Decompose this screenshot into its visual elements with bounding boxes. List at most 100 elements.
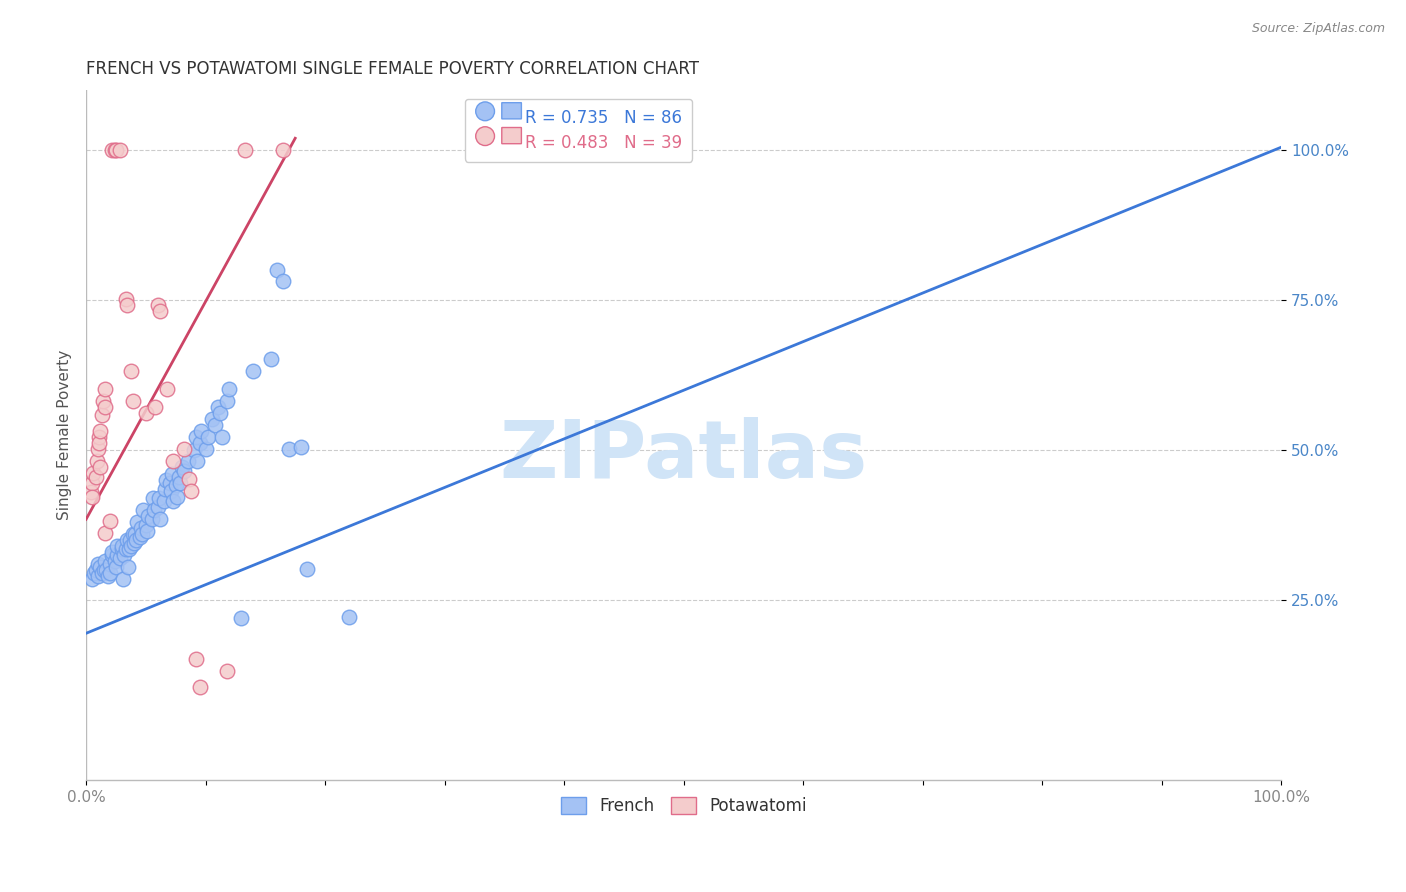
Point xyxy=(94,400,117,414)
Point xyxy=(108,143,131,157)
Point xyxy=(91,394,114,409)
Point xyxy=(208,406,231,420)
Point xyxy=(188,681,211,695)
Point xyxy=(87,558,110,572)
Point xyxy=(112,572,135,586)
Point xyxy=(129,521,152,535)
Point xyxy=(143,503,166,517)
Point xyxy=(233,143,256,157)
Point xyxy=(242,364,264,378)
Point xyxy=(148,491,170,506)
Point xyxy=(190,424,212,438)
Point xyxy=(152,494,174,508)
Point xyxy=(260,352,283,367)
Point xyxy=(98,566,121,581)
Point xyxy=(101,545,124,559)
Point xyxy=(173,442,195,456)
Point xyxy=(204,418,226,433)
Point xyxy=(166,490,188,504)
Point xyxy=(98,514,121,528)
Legend: French, Potawatomi: French, Potawatomi xyxy=(553,789,815,823)
Point xyxy=(87,442,110,456)
Point xyxy=(98,558,121,572)
Text: Source: ZipAtlas.com: Source: ZipAtlas.com xyxy=(1251,22,1385,36)
Point xyxy=(156,382,179,396)
Point xyxy=(125,533,148,548)
Point xyxy=(96,563,118,577)
Point xyxy=(165,478,187,492)
Point xyxy=(149,512,172,526)
Point xyxy=(80,572,103,586)
Y-axis label: Single Female Poverty: Single Female Poverty xyxy=(58,351,72,520)
Point xyxy=(146,298,169,312)
Point xyxy=(82,466,104,480)
Point xyxy=(135,406,157,420)
Point xyxy=(108,551,131,566)
Point xyxy=(121,539,143,553)
Point xyxy=(170,460,193,475)
Point xyxy=(290,440,312,454)
Point xyxy=(87,569,110,583)
Point xyxy=(534,143,557,157)
Point xyxy=(162,454,184,468)
Point xyxy=(121,394,143,409)
Point xyxy=(200,412,222,426)
Point xyxy=(122,536,145,550)
Point xyxy=(101,549,124,563)
Point xyxy=(173,464,195,478)
Point xyxy=(159,476,181,491)
Point xyxy=(186,454,208,468)
Point xyxy=(295,562,318,576)
Point xyxy=(114,542,136,557)
Point xyxy=(115,533,138,548)
Point xyxy=(115,298,138,312)
Point xyxy=(111,539,134,553)
Point xyxy=(90,566,112,581)
Point xyxy=(124,527,146,541)
Point xyxy=(131,527,153,541)
Point xyxy=(160,484,183,499)
Point xyxy=(105,549,128,563)
Point xyxy=(266,263,288,277)
Point xyxy=(337,610,360,624)
Point xyxy=(160,467,183,482)
Point xyxy=(565,143,588,157)
Point xyxy=(80,485,103,500)
Point xyxy=(132,503,155,517)
Point xyxy=(169,470,191,484)
Point xyxy=(184,430,207,444)
Point xyxy=(112,549,135,563)
Point xyxy=(271,143,294,157)
Point xyxy=(104,560,127,574)
Point xyxy=(271,274,294,288)
Point xyxy=(177,472,200,486)
Point xyxy=(89,430,111,444)
Point xyxy=(94,554,117,568)
Point xyxy=(117,560,139,574)
Point xyxy=(80,490,103,504)
Point xyxy=(104,554,127,568)
Point xyxy=(121,364,143,378)
Point xyxy=(120,533,142,548)
Point xyxy=(149,304,172,318)
Text: FRENCH VS POTAWATOMI SINGLE FEMALE POVERTY CORRELATION CHART: FRENCH VS POTAWATOMI SINGLE FEMALE POVER… xyxy=(86,60,699,78)
Point xyxy=(194,442,217,456)
Point xyxy=(114,292,136,306)
Point xyxy=(104,143,127,157)
Point xyxy=(155,473,177,487)
Point xyxy=(84,470,107,484)
Point xyxy=(101,143,124,157)
Point xyxy=(169,476,191,491)
Point xyxy=(184,652,207,666)
Point xyxy=(127,516,149,530)
Point xyxy=(104,143,127,157)
Point xyxy=(217,664,239,678)
Point xyxy=(94,526,117,541)
Point xyxy=(86,454,108,468)
Point xyxy=(111,542,134,557)
Point xyxy=(218,382,240,396)
Point xyxy=(94,382,117,396)
Point xyxy=(153,483,176,497)
Point xyxy=(80,476,103,491)
Point xyxy=(183,443,205,458)
